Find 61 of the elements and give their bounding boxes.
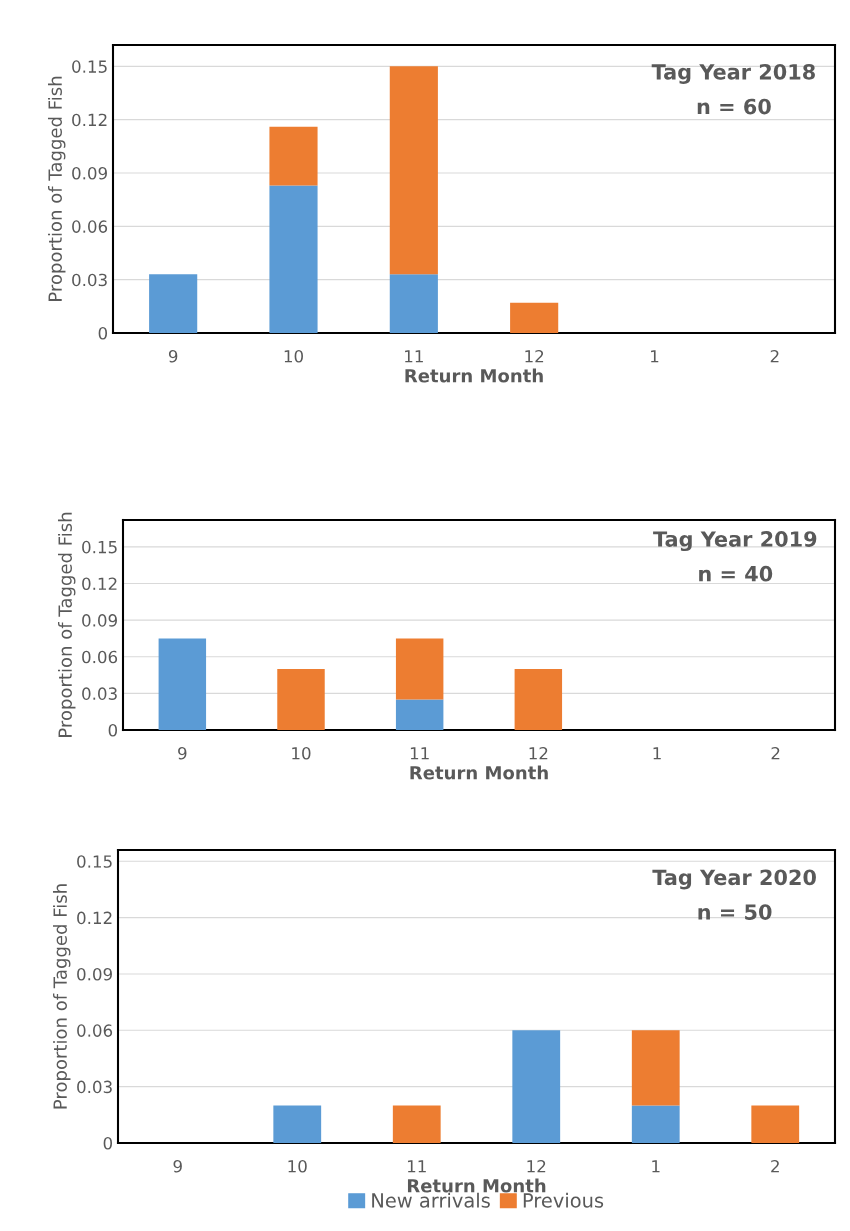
x-tick-label: 2 <box>770 349 779 363</box>
annotation: n = 40 <box>699 565 773 582</box>
annotation: n = 50 <box>698 904 772 920</box>
y-tick-label: 0.09 <box>72 166 107 180</box>
annotation: Tag Year 2020 <box>652 869 816 890</box>
x-tick-label: 1 <box>653 747 661 760</box>
x-tick-label: 11 <box>405 350 423 363</box>
y-tick-label: 0.12 <box>82 577 117 591</box>
x-tick-label: 9 <box>173 1159 182 1173</box>
annotation: Tag Year 2019 <box>653 531 817 552</box>
x-tick-label: 12 <box>527 1159 546 1173</box>
y-tick-label: 0.06 <box>77 1024 113 1037</box>
y-tick-label: 0.15 <box>72 60 107 73</box>
x-tick-label: 2 <box>771 1159 779 1173</box>
bar <box>158 638 207 730</box>
y-tick-label: 0 <box>108 723 118 737</box>
x-tick-label: 9 <box>168 349 178 363</box>
bar <box>389 66 438 275</box>
bar <box>395 638 444 700</box>
y-tick-label: 0.12 <box>77 911 112 925</box>
bar <box>269 185 318 333</box>
y-tick-label: 0.09 <box>82 614 117 627</box>
x-tick-label: 11 <box>410 747 429 760</box>
bar <box>395 699 444 730</box>
x-tick-label: 10 <box>284 349 303 363</box>
y-tick-label: 0 <box>98 326 108 340</box>
y-axis-title: Proportion of Tagged Fish <box>53 884 71 1109</box>
y-tick-label: 0.03 <box>72 273 107 287</box>
x-axis-title: Return Month <box>407 1178 546 1193</box>
x-tick-label: 1 <box>652 1160 660 1173</box>
x-axis-title: Return Month <box>410 765 548 780</box>
x-tick-label: 12 <box>529 746 548 760</box>
y-axis-title: Proportion of Tagged Fish <box>58 512 76 737</box>
legend-label: Previous <box>523 1192 604 1208</box>
bar <box>277 668 325 730</box>
y-tick-label: 0.03 <box>77 1080 112 1094</box>
annotation: n = 60 <box>697 98 771 115</box>
x-tick-label: 10 <box>292 746 311 760</box>
x-tick-label: 2 <box>771 746 780 760</box>
x-tick-label: 1 <box>651 350 659 363</box>
y-tick-label: 0.15 <box>77 855 112 868</box>
legend-label: New arrivals <box>372 1192 490 1208</box>
y-tick-label: 0.15 <box>82 540 117 554</box>
bar <box>510 302 559 333</box>
y-axis-title: Proportion of Tagged Fish <box>48 76 66 301</box>
y-tick-label: 0 <box>103 1136 113 1150</box>
annotation: Tag Year 2018 <box>651 63 815 84</box>
x-tick-label: 11 <box>407 1160 426 1173</box>
bar <box>389 274 438 333</box>
y-tick-label: 0.09 <box>77 967 112 981</box>
y-tick-label: 0.03 <box>82 687 117 700</box>
x-tick-label: 9 <box>178 746 187 760</box>
bar <box>269 126 318 186</box>
x-tick-label: 10 <box>288 1159 307 1173</box>
y-tick-label: 0.06 <box>72 220 108 233</box>
bar <box>149 274 198 333</box>
bar <box>514 668 563 730</box>
x-tick-label: 12 <box>525 349 544 363</box>
y-tick-label: 0.06 <box>82 650 118 664</box>
x-axis-title: Return Month <box>405 368 543 383</box>
y-tick-label: 0.12 <box>72 113 107 127</box>
